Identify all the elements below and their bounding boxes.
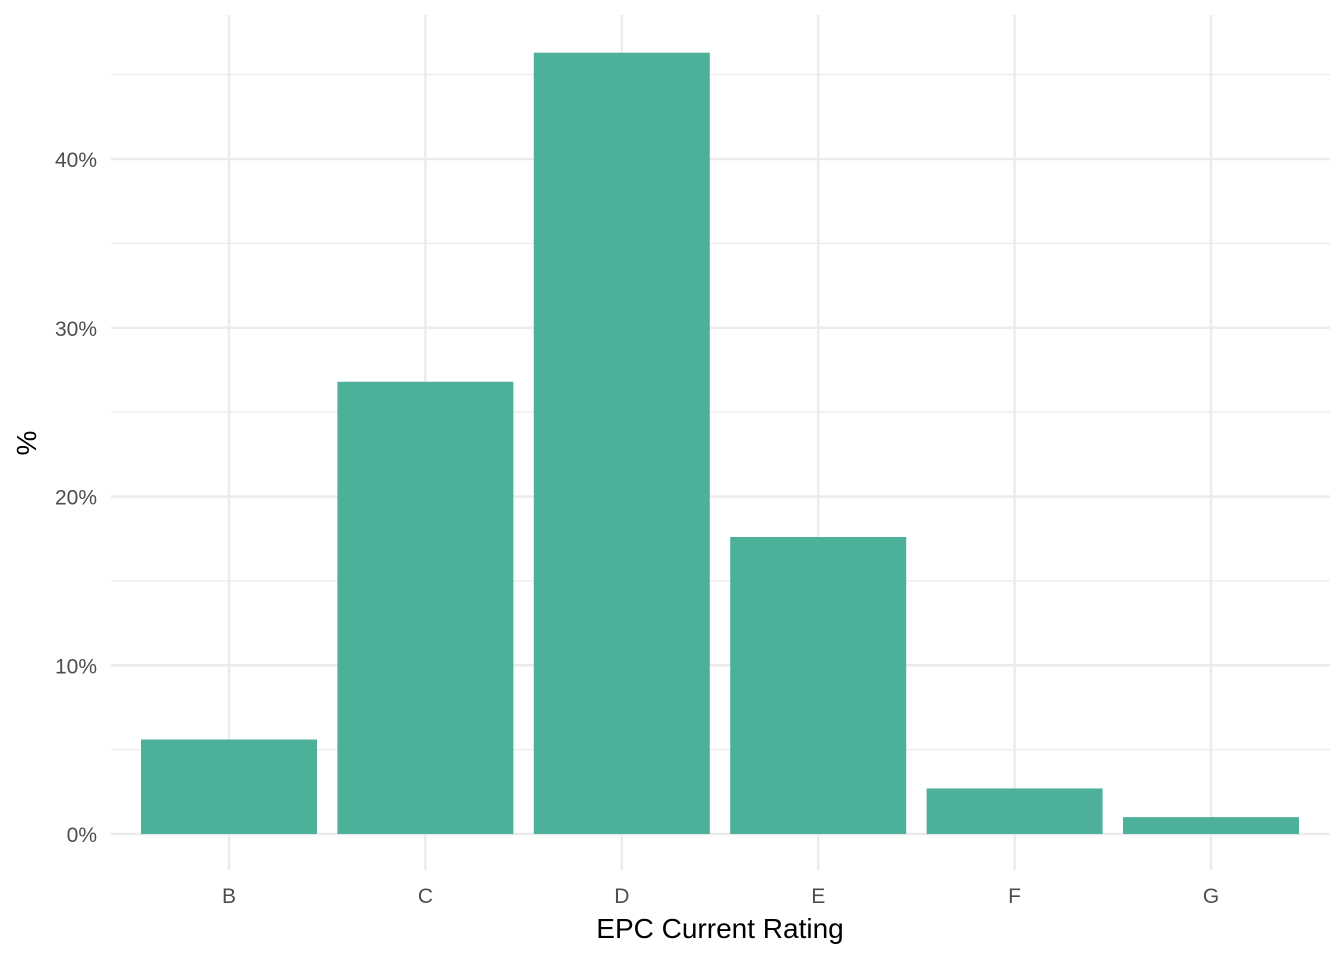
bar-G — [1123, 817, 1299, 834]
y-tick-label: 10% — [55, 655, 97, 678]
x-tick-label-E: E — [811, 885, 825, 908]
x-tick-label-C: C — [418, 885, 433, 908]
bar-C — [337, 381, 514, 834]
bar-B — [141, 739, 317, 834]
x-tick-label-D: D — [614, 885, 629, 908]
y-tick-label: 20% — [55, 487, 97, 510]
y-axis-title: % — [11, 431, 42, 456]
y-tick-label: 0% — [67, 824, 97, 847]
y-axis-tick-labels: 0% 10% 20% 30% 40% — [55, 149, 97, 847]
y-tick-label: 40% — [55, 149, 97, 172]
bar-F — [926, 788, 1103, 834]
x-tick-label-G: G — [1203, 885, 1219, 908]
bar-D — [533, 52, 710, 834]
y-tick-label: 30% — [55, 318, 97, 341]
x-axis-tick-labels: B C D E F G — [222, 885, 1219, 908]
x-axis-title: EPC Current Rating — [596, 913, 843, 944]
x-tick-label-F: F — [1008, 885, 1021, 908]
bar-E — [730, 537, 907, 834]
bars — [141, 52, 1299, 834]
x-tick-label-B: B — [222, 885, 236, 908]
